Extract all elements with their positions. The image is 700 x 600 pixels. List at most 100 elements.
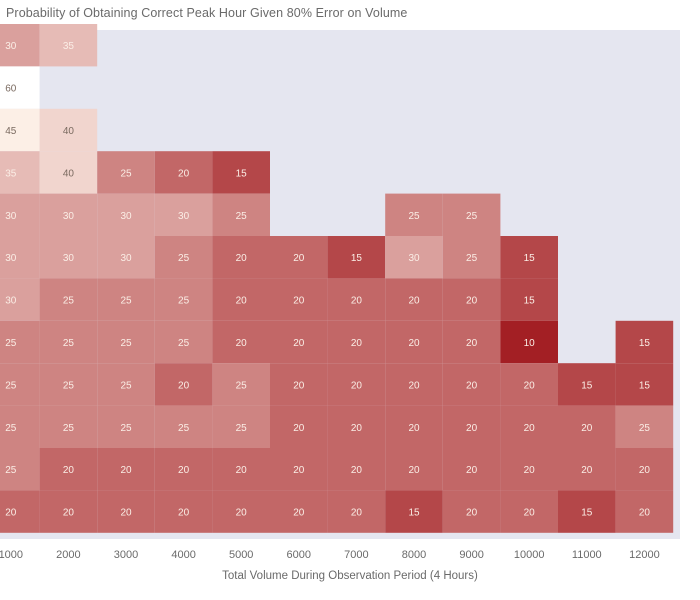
- cell-value-label: 25: [178, 296, 190, 307]
- heatmap-cell: [0, 278, 40, 321]
- heatmap-cell: [0, 490, 40, 533]
- cell-value-label: 25: [466, 211, 478, 222]
- heatmap-cell: [0, 405, 40, 448]
- heatmap-cell: [39, 490, 98, 533]
- heatmap-cell: [385, 405, 443, 448]
- cell-value-label: 35: [5, 168, 17, 179]
- heatmap-cell: [97, 405, 155, 448]
- heatmap-cell: [97, 490, 155, 533]
- heatmap-cell: [154, 193, 213, 236]
- cell-value-label: 20: [408, 423, 420, 434]
- x-tick-label: 4000: [171, 549, 195, 561]
- heatmap-cell: [39, 236, 98, 279]
- cell-value-label: 30: [408, 253, 420, 264]
- heatmap-cell: [154, 363, 213, 406]
- cell-value-label: 15: [524, 296, 536, 307]
- cell-value-label: 20: [351, 338, 363, 349]
- heatmap-cell: [39, 24, 98, 67]
- cell-value-label: 45: [5, 126, 17, 137]
- cell-value-label: 20: [120, 508, 132, 519]
- cell-value-label: 25: [408, 211, 420, 222]
- cell-value-label: 20: [351, 423, 363, 434]
- heatmap-cell: [615, 405, 674, 448]
- cell-value-label: 25: [63, 380, 75, 391]
- heatmap-cell: [212, 363, 270, 406]
- x-tick-label: 11000: [572, 549, 602, 561]
- cell-value-label: 20: [178, 168, 190, 179]
- heatmap-cell: [39, 405, 98, 448]
- heatmap-cells: 30 35 60 45 40 35 40 25 20 15 30 30 30 30 25 25 25 30 30 30…: [0, 24, 674, 533]
- cell-value-label: 25: [120, 168, 132, 179]
- heatmap-cell: [154, 490, 213, 533]
- cell-value-label: 20: [178, 465, 190, 476]
- cell-value-label: 30: [5, 41, 17, 52]
- heatmap-cell: [39, 108, 98, 152]
- cell-value-label: 20: [236, 338, 248, 349]
- cell-value-label: 25: [120, 296, 132, 307]
- heatmap-cell: [327, 236, 386, 279]
- heatmap-cell: [270, 405, 328, 448]
- heatmap-cell: [327, 278, 386, 321]
- heatmap-cell: [270, 236, 328, 279]
- x-tick-label: 2000: [56, 549, 80, 561]
- heatmap-cell: [385, 236, 443, 279]
- cell-value-label: 15: [408, 508, 420, 519]
- cell-value-label: 20: [351, 380, 363, 391]
- heatmap-cell: [212, 405, 270, 448]
- heatmap-cell: [500, 320, 558, 364]
- heatmap-cell: [558, 363, 616, 406]
- heatmap-cell: [442, 236, 501, 279]
- cell-value-label: 20: [581, 465, 593, 476]
- heatmap-cell: [385, 448, 443, 491]
- heatmap-cell: [500, 236, 558, 279]
- cell-value-label: 20: [466, 338, 478, 349]
- heatmap-cell: [615, 490, 674, 533]
- cell-value-label: 20: [293, 423, 305, 434]
- heatmap-cell: [97, 320, 155, 364]
- heatmap-cell: [0, 151, 40, 194]
- cell-value-label: 20: [639, 465, 651, 476]
- x-tick-label: 1000: [0, 549, 23, 561]
- cell-value-label: 30: [120, 211, 132, 222]
- cell-value-label: 20: [293, 253, 305, 264]
- cell-value-label: 25: [63, 423, 75, 434]
- heatmap-cell: [97, 236, 155, 279]
- cell-value-label: 20: [178, 508, 190, 519]
- cell-value-label: 20: [639, 508, 651, 519]
- cell-value-label: 20: [466, 423, 478, 434]
- heatmap-cell: [327, 363, 386, 406]
- heatmap-cell: [97, 193, 155, 236]
- cell-value-label: 20: [466, 296, 478, 307]
- cell-value-label: 40: [63, 126, 75, 137]
- cell-value-label: 25: [178, 338, 190, 349]
- cell-value-label: 25: [178, 253, 190, 264]
- heatmap-cell: [212, 236, 270, 279]
- cell-value-label: 20: [524, 465, 536, 476]
- heatmap-cell: [270, 320, 328, 364]
- heatmap-cell: [500, 363, 558, 406]
- cell-value-label: 25: [120, 423, 132, 434]
- cell-value-label: 25: [63, 338, 75, 349]
- heatmap-cell: [442, 193, 501, 236]
- heatmap-cell: [615, 448, 674, 491]
- cell-value-label: 20: [293, 465, 305, 476]
- heatmap-cell: [442, 320, 501, 364]
- cell-value-label: 30: [5, 253, 17, 264]
- cell-value-label: 20: [293, 338, 305, 349]
- cell-value-label: 20: [466, 380, 478, 391]
- cell-value-label: 10: [524, 338, 536, 349]
- x-tick-label: 6000: [287, 549, 311, 561]
- cell-value-label: 25: [178, 423, 190, 434]
- heatmap-cell: [0, 363, 40, 406]
- heatmap-cell: [154, 278, 213, 321]
- cell-value-label: 30: [5, 296, 17, 307]
- heatmap-cell: [212, 193, 270, 236]
- x-tick-label: 8000: [402, 549, 426, 561]
- heatmap-cell: [154, 151, 213, 194]
- heatmap-cell: [154, 236, 213, 279]
- cell-value-label: 20: [351, 296, 363, 307]
- x-tick-label: 5000: [229, 549, 253, 561]
- cell-value-label: 25: [639, 423, 651, 434]
- heatmap-cell: [327, 448, 386, 491]
- x-axis-label: Total Volume During Observation Period (…: [222, 570, 478, 582]
